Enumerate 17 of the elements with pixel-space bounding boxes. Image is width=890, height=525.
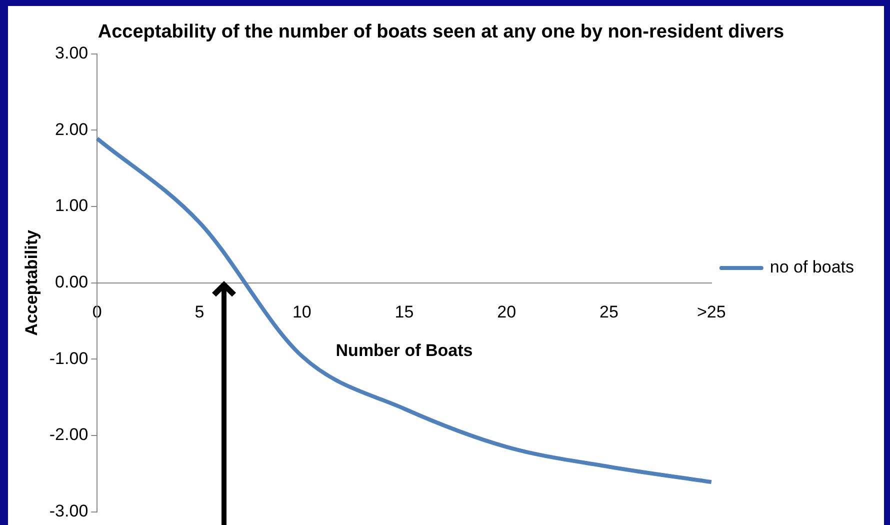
y-tick-label: 0.00 <box>55 272 88 292</box>
y-tick-label: 1.00 <box>55 196 88 216</box>
y-tick-label: -3.00 <box>49 501 88 520</box>
y-tick-label: 2.00 <box>55 120 88 139</box>
x-tick-label: 20 <box>497 302 516 322</box>
x-tick-label: 5 <box>194 302 204 322</box>
y-tick-label: -2.00 <box>49 425 88 444</box>
x-tick-label: 15 <box>394 302 414 322</box>
y-tick-label: 3.00 <box>55 43 88 62</box>
legend-label: no of boats <box>770 258 854 277</box>
chart-title: Acceptability of the number of boats seen at any one by non-resident divers <box>98 22 784 43</box>
y-tick-label: -1.00 <box>49 348 88 368</box>
x-tick-label: 25 <box>600 302 618 322</box>
x-axis-title: Number of Boats <box>336 341 473 360</box>
y-axis-title: Acceptability <box>22 229 41 336</box>
x-tick-label: >25 <box>696 302 726 322</box>
x-tick-label: 10 <box>292 302 312 322</box>
